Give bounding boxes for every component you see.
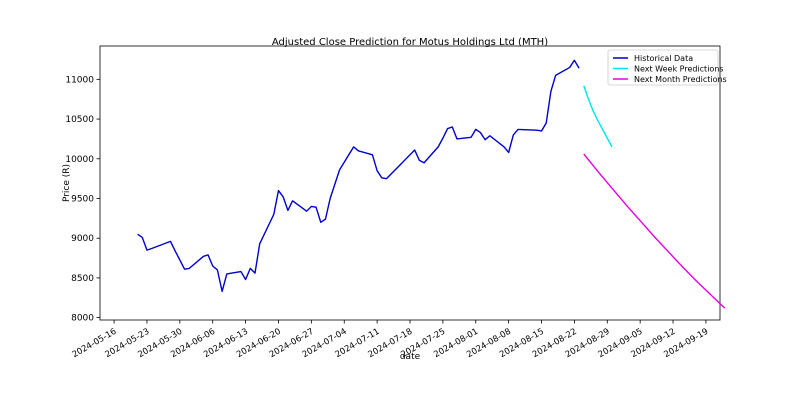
y-axis-label: Price (R) xyxy=(62,164,72,202)
y-tick-label: 8000 xyxy=(71,314,94,324)
legend-label: Historical Data xyxy=(634,54,693,63)
legend-box xyxy=(607,49,719,86)
series-line-next-week-predictions xyxy=(583,85,613,148)
x-axis: 2024-05-162024-05-232024-05-302024-06-06… xyxy=(71,320,710,360)
legend-label: Next Week Predictions xyxy=(634,65,724,74)
series-layer xyxy=(137,59,726,309)
y-tick-label: 10000 xyxy=(65,155,94,165)
legend-label: Next Month Predictions xyxy=(634,75,727,84)
y-tick-label: 9000 xyxy=(71,234,94,244)
legend-items: Historical Data Next Week PredictionsNext… xyxy=(613,54,727,84)
chart-title: Adjusted Close Prediction for Motus Hold… xyxy=(272,37,548,48)
y-tick-label: 10500 xyxy=(65,115,94,125)
y-tick-label: 9500 xyxy=(71,194,94,204)
y-tick-label: 8500 xyxy=(71,274,94,284)
legend: Historical Data Next Week PredictionsNext… xyxy=(607,49,727,86)
y-tick-label: 11000 xyxy=(65,75,94,85)
y-axis: 8000 8500 9000 9500 10000 10500 11000 xyxy=(65,75,100,324)
series-line-next-month-predictions xyxy=(583,153,726,309)
x-axis-label: date xyxy=(400,352,421,362)
series-line-historical-data xyxy=(137,59,580,293)
plot-area xyxy=(99,45,721,321)
